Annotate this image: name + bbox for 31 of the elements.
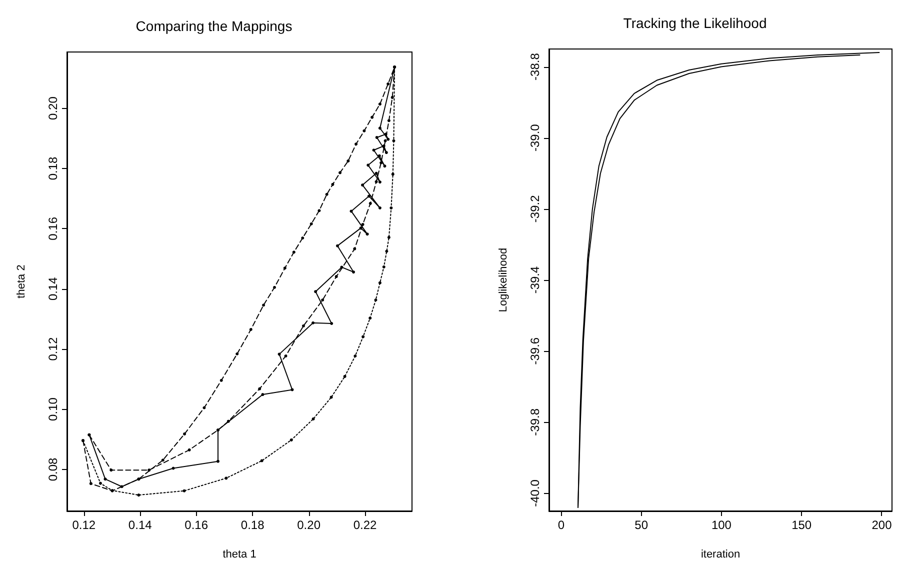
x-tick-label: 0 — [558, 518, 565, 532]
x-tick-label: 50 — [634, 518, 648, 532]
x-tick-label: 0.16 — [184, 518, 208, 532]
x-tick-label: 0.14 — [128, 518, 152, 532]
x-tick-label: 0.12 — [72, 518, 96, 532]
y-tick-label: -39.8 — [528, 408, 542, 436]
y-tick-label: -39.6 — [528, 337, 542, 365]
x-axis-title: theta 1 — [222, 548, 256, 560]
y-tick-label: -39.2 — [528, 194, 542, 223]
y-tick-label: 0.12 — [46, 337, 60, 361]
x-tick-label: 0.22 — [353, 518, 378, 532]
x-axis-title: iteration — [700, 548, 740, 560]
y-tick-label: 0.14 — [46, 276, 60, 301]
x-tick-label: 100 — [711, 518, 732, 532]
y-tick-label: 0.18 — [46, 156, 60, 180]
y-axis-title: Loglikelihood — [498, 248, 510, 312]
chart-title: Comparing the Mappings — [136, 18, 292, 34]
y-tick-label: -39.4 — [528, 266, 542, 294]
y-tick-label: 0.10 — [46, 397, 60, 421]
x-tick-label: 0.18 — [240, 518, 265, 532]
x-tick-label: 200 — [872, 518, 892, 532]
x-tick-label: 0.20 — [297, 518, 321, 532]
y-tick-label: -40.0 — [528, 479, 542, 507]
y-tick-label: -39.0 — [528, 124, 542, 152]
y-tick-label: 0.20 — [46, 96, 60, 120]
y-tick-label: -38.8 — [528, 52, 542, 80]
y-tick-label: 0.08 — [46, 457, 60, 482]
chart-title: Tracking the Likelihood — [623, 15, 767, 31]
y-tick-label: 0.16 — [46, 216, 60, 240]
y-axis-title: theta 2 — [16, 264, 28, 298]
x-tick-label: 150 — [792, 518, 812, 532]
